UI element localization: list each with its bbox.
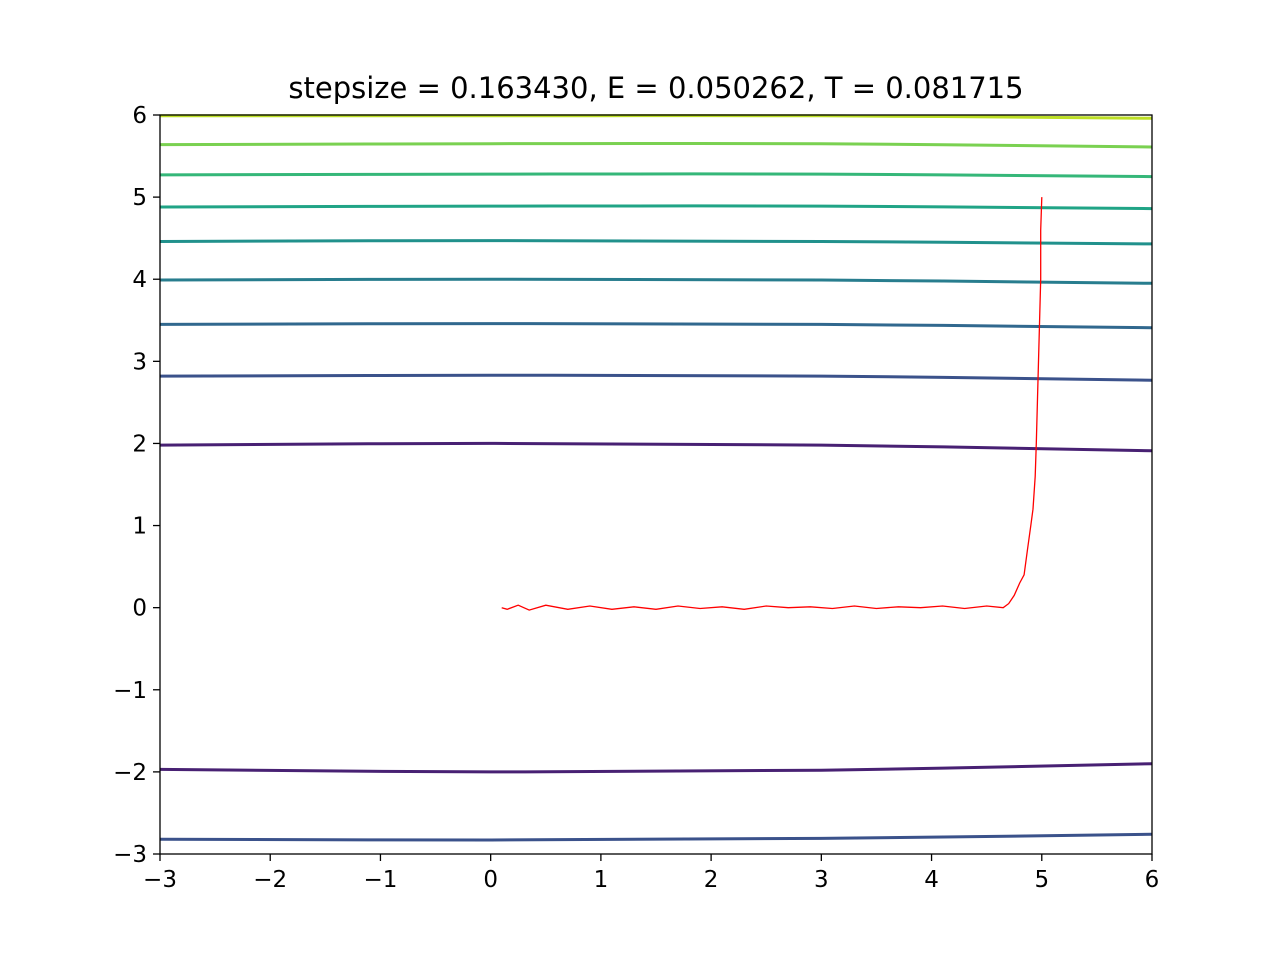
y-tick-label: 5 xyxy=(132,185,147,211)
y-tick-label: 3 xyxy=(132,349,147,375)
x-tick-label: −3 xyxy=(143,867,177,893)
contour-line-9 xyxy=(159,141,1153,149)
y-tick-label: 4 xyxy=(132,267,147,293)
plot-frame xyxy=(159,114,1153,855)
x-tick-label: 4 xyxy=(924,867,939,893)
x-tick-label: 6 xyxy=(1145,867,1160,893)
y-tick-label: 2 xyxy=(132,431,147,457)
contour-line-6 xyxy=(159,239,1153,246)
y-tick-label: −1 xyxy=(113,678,147,704)
y-tick-label: 6 xyxy=(132,103,147,129)
contour-line-4 xyxy=(159,322,1153,330)
contour-line-2 xyxy=(159,441,1153,453)
y-tick-label: −2 xyxy=(113,760,147,786)
y-axis: −3 −2 −1 0 1 2 3 4 5 6 xyxy=(113,103,160,868)
y-tick-label: 1 xyxy=(132,514,147,540)
x-tick-label: 1 xyxy=(594,867,609,893)
x-tick-label: 5 xyxy=(1034,867,1049,893)
contour-line-0 xyxy=(159,832,1153,842)
x-tick-label: −2 xyxy=(253,867,287,893)
contour-line-1 xyxy=(159,762,1153,774)
trajectory-path xyxy=(501,197,1043,611)
x-tick-label: 3 xyxy=(814,867,829,893)
trajectory-line xyxy=(501,197,1043,611)
x-axis: −3 −2 −1 0 1 2 3 4 5 6 xyxy=(143,854,1159,893)
contour-line-8 xyxy=(159,172,1153,179)
y-tick-label: −3 xyxy=(113,842,147,868)
contour-lines xyxy=(159,114,1153,842)
x-tick-label: 0 xyxy=(483,867,498,893)
contour-line-3 xyxy=(159,373,1153,382)
x-tick-label: 2 xyxy=(704,867,719,893)
contour-line-10 xyxy=(159,114,1153,120)
contour-line-5 xyxy=(159,277,1153,285)
y-tick-label: 0 xyxy=(132,596,147,622)
chart-title: stepsize = 0.163430, E = 0.050262, T = 0… xyxy=(288,71,1023,105)
x-tick-label: −1 xyxy=(363,867,397,893)
contour-line-7 xyxy=(159,204,1153,211)
